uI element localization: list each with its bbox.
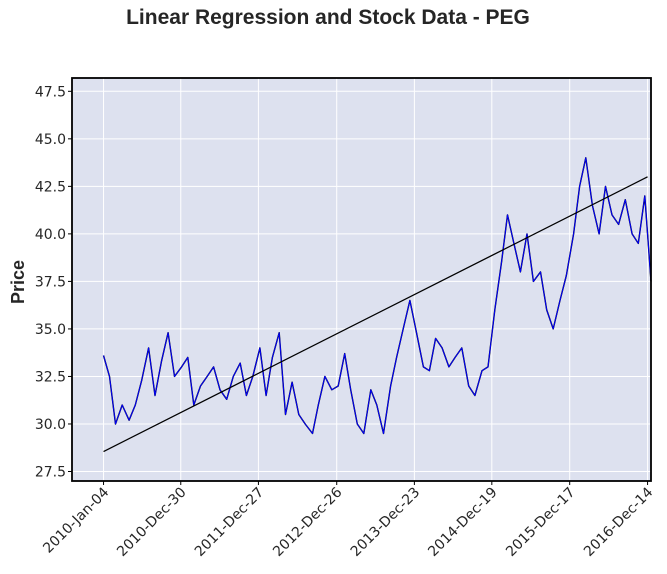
y-tick-label: 27.5: [35, 464, 66, 480]
price-series-line: [103, 157, 652, 434]
x-tick-label: 2014-Dec-19: [425, 485, 500, 560]
y-axis-ticks: 27.5 30.0 32.5 35.0 37.5 40.0 42.5 45.0 47.5: [35, 84, 72, 480]
x-tick-label: 2012-Dec-26: [270, 484, 345, 559]
y-tick-label: 42.5: [35, 179, 66, 195]
y-tick-label: 30.0: [35, 417, 66, 433]
plot-area: [72, 78, 651, 481]
x-gridlines: [103, 78, 649, 481]
x-tick-label: 2010-Dec-30: [114, 485, 189, 560]
y-tick-label: 32.5: [35, 369, 66, 385]
y-gridlines: [72, 90, 651, 472]
x-axis-ticks: 2010-Jan-04 2010-Dec-30 2011-Dec-27 2012-De…: [40, 481, 656, 560]
x-tick-label: 2013-Dec-23: [348, 485, 423, 560]
series-layer: [102, 157, 652, 453]
x-tick-label: 2016-Dec-14: [581, 484, 656, 559]
y-tick-label: 40.0: [35, 227, 66, 243]
plot-frame: [71, 77, 652, 482]
y-tick-label: 45.0: [35, 132, 66, 148]
y-axis-label: Price: [8, 260, 28, 304]
y-tick-label: 37.5: [35, 274, 66, 290]
chart-title: Linear Regression and Stock Data - PEG: [126, 6, 530, 29]
y-tick-label: 47.5: [35, 84, 66, 100]
y-tick-label: 35.0: [35, 322, 66, 338]
x-tick-label: 2011-Dec-27: [192, 485, 267, 560]
regression-line: [103, 176, 648, 453]
x-tick-label: 2010-Jan-04: [40, 484, 112, 556]
x-tick-label: 2015-Dec-17: [503, 485, 578, 560]
